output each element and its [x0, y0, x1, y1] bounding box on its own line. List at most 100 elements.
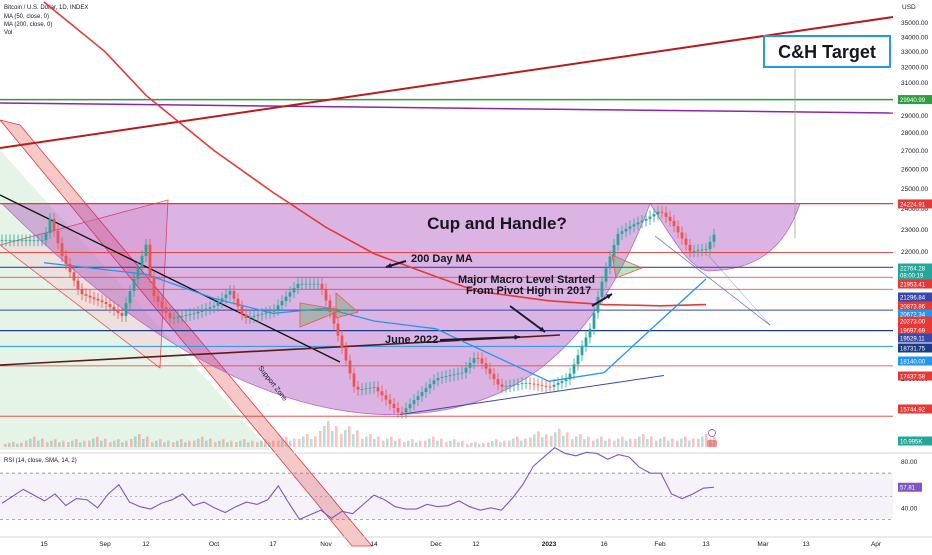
price-tick: 28000.00 — [901, 130, 928, 137]
volume-bar — [264, 439, 267, 447]
price-tag[interactable]: 17437.58 — [898, 371, 932, 381]
volume-bar — [512, 438, 515, 447]
volume-bar — [20, 442, 23, 447]
candle-body — [488, 368, 492, 374]
candle-body — [480, 358, 484, 364]
volume-bar — [608, 438, 611, 447]
legend-ma200[interactable]: MA (200, close, 0) — [4, 22, 52, 28]
candle-body — [204, 308, 208, 311]
price-tag[interactable]: 19529.11 — [898, 333, 932, 343]
candle-body — [604, 268, 608, 282]
event-marker-icon[interactable] — [708, 429, 716, 437]
price-tag[interactable]: 19697.69 — [898, 325, 932, 335]
candle-body — [620, 231, 624, 234]
candle-body — [508, 385, 512, 387]
pennant-triangle-1 — [299, 302, 344, 328]
price-tag[interactable]: 20672.34 — [898, 309, 932, 319]
price-tag[interactable]: 08:00:19 — [898, 270, 932, 280]
price-tag[interactable]: 21953.41 — [898, 279, 932, 289]
candle-body — [232, 291, 236, 299]
volume-bar — [587, 436, 590, 447]
level-purple-top — [0, 102, 894, 114]
rsi-value-tag[interactable]: 57.81 — [898, 482, 922, 492]
time-tick: 12 — [142, 541, 150, 548]
volume-bar — [499, 442, 502, 447]
candle-body — [160, 301, 164, 308]
price-tag[interactable]: 18731.75 — [898, 343, 932, 353]
price-tag[interactable]: 24224.91 — [898, 199, 932, 209]
volume-bar — [663, 436, 666, 447]
volume-bar — [100, 440, 103, 447]
candle-body — [240, 306, 244, 315]
volume-bar — [369, 434, 372, 447]
candle-body — [8, 240, 12, 242]
candle-body — [456, 373, 460, 375]
volume-bar — [117, 439, 120, 447]
price-tag[interactable]: 21296.84 — [898, 292, 932, 302]
volume-bar — [16, 443, 19, 447]
volume-bar — [516, 436, 519, 447]
price-tick: 32000.00 — [901, 64, 928, 71]
candle-body — [120, 312, 124, 316]
candle-body — [484, 363, 488, 369]
candle-body — [156, 296, 160, 302]
price-tag-bg — [898, 263, 932, 273]
volume-bar — [71, 440, 74, 447]
legend-vol[interactable]: Vol — [4, 30, 12, 36]
price-tag-bg — [898, 333, 932, 343]
price-tag[interactable]: 20373.00 — [898, 316, 932, 326]
volume-bar — [571, 439, 574, 447]
green-zone-shape — [0, 150, 270, 450]
time-tick: Sep — [99, 541, 111, 548]
candle-body — [472, 358, 476, 363]
candle-body — [540, 385, 544, 386]
price-tick: 25000.00 — [901, 186, 928, 193]
time-tick: 13 — [702, 541, 710, 548]
volume-bar — [323, 426, 326, 447]
price-tag-bg — [898, 309, 932, 319]
candle-body — [28, 240, 32, 242]
candle-body — [212, 305, 216, 308]
volume-bar — [155, 440, 158, 447]
volume-bar — [314, 436, 317, 447]
candle-body — [260, 313, 264, 315]
time-tick: 17 — [269, 541, 277, 548]
candle-body — [100, 300, 104, 303]
volume-bar — [130, 439, 133, 447]
candle-body — [252, 315, 256, 317]
volume-bar — [604, 440, 607, 447]
rsi-line — [1, 447, 715, 521]
price-tag-bg — [898, 95, 932, 105]
price-tag-label: 08:00:19 — [900, 274, 924, 280]
candle-body — [388, 399, 392, 404]
dividend-marker-icon[interactable] — [707, 440, 717, 447]
price-tag[interactable]: 20873.86 — [898, 301, 932, 311]
price-tag[interactable]: 29940.99 — [898, 95, 932, 105]
price-tick: 29000.00 — [901, 113, 928, 120]
background-layer — [0, 119, 801, 547]
volume-bar — [306, 434, 309, 447]
target-box[interactable] — [763, 35, 891, 68]
price-tag-label: 18731.75 — [900, 347, 926, 353]
candle-body — [140, 255, 144, 268]
support-zone-channel — [0, 119, 373, 547]
candle-body — [592, 312, 596, 329]
candle-body — [72, 272, 76, 281]
candle-body — [676, 226, 680, 233]
candle-body — [440, 377, 444, 378]
long-trendline — [0, 16, 894, 149]
legend-ma50[interactable]: MA (50, close, 0) — [4, 14, 49, 20]
time-tick: Oct — [209, 541, 219, 548]
candle-body — [208, 307, 212, 309]
price-tag[interactable]: 10.995K — [898, 436, 932, 446]
cup-handle-shape — [1, 202, 801, 415]
price-tag[interactable]: 15744.92 — [898, 404, 932, 414]
candle-body — [644, 218, 648, 221]
candle-body — [332, 311, 336, 324]
price-tick: 22000.00 — [901, 249, 928, 256]
candle-body — [20, 240, 24, 242]
price-tag[interactable]: 22764.28 — [898, 263, 932, 273]
price-tag[interactable]: 18140.00 — [898, 356, 932, 366]
volume-bar — [222, 439, 225, 447]
